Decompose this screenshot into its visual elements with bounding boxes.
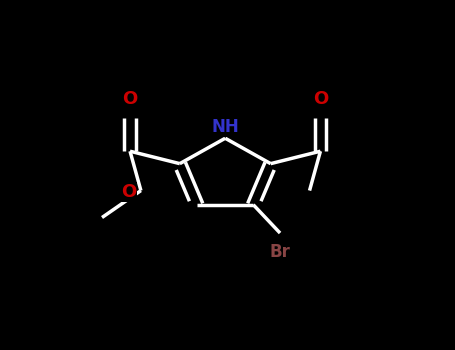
Text: Br: Br bbox=[270, 243, 290, 261]
Text: O: O bbox=[121, 183, 136, 201]
Text: O: O bbox=[122, 90, 138, 108]
Text: NH: NH bbox=[212, 119, 239, 136]
Text: O: O bbox=[313, 90, 328, 108]
